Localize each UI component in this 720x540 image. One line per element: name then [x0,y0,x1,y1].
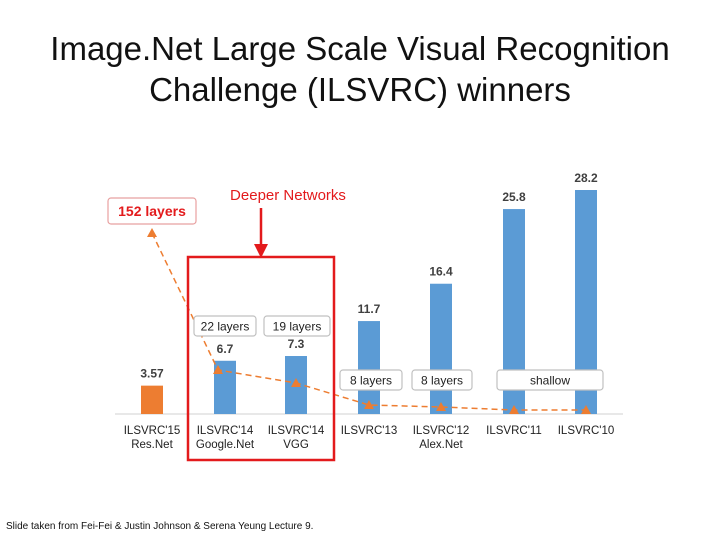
footer-credit: Slide taken from Fei-Fei & Justin Johnso… [6,521,314,532]
layer-label-box-4 [411,369,473,391]
x-tick-label-1-1: Google.Net [196,439,255,451]
layer-label-1: 22 layers [201,319,250,333]
depth-marker-0 [147,228,157,237]
x-tick-label-5-0: ILSVRC'11 [486,425,542,437]
depth-marker-6 [581,405,591,414]
bar-5 [503,209,525,414]
slide-title: Image.Net Large Scale Visual Recognition… [0,28,720,110]
layer-label-4: 8 layers [421,373,463,387]
data-label-2: 7.3 [288,337,305,351]
depth-marker-2 [291,378,301,387]
x-tick-label-3-0: ILSVRC'13 [341,425,398,437]
depth-marker-1 [213,365,223,374]
x-tick-label-4-1: Alex.Net [419,439,463,451]
x-tick-label-0-0: ILSVRC'15 [124,425,181,437]
bar-4 [430,283,452,414]
x-tick-label-1-0: ILSVRC'14 [197,425,254,437]
data-label-0: 3.57 [140,367,164,381]
layer-label-3: 8 layers [350,373,392,387]
layer-label-2: 19 layers [273,319,322,333]
depth-marker-5 [509,405,519,414]
x-tick-label-2-1: VGG [283,439,309,451]
x-tick-label-4-0: ILSVRC'12 [413,425,470,437]
data-label-5: 25.8 [502,190,526,204]
layer-label-box-1 [193,315,257,337]
x-tick-label-6-0: ILSVRC'10 [558,425,615,437]
depth-marker-4 [436,402,446,411]
data-label-6: 28.2 [574,171,598,185]
x-tick-label-2-0: ILSVRC'14 [268,425,325,437]
bar-6 [575,190,597,414]
data-label-3: 11.7 [358,302,381,316]
bar-1 [214,360,236,414]
layer-label-0: 152 layers [118,203,186,219]
slide-title-line-1: Image.Net Large Scale Visual Recognition [50,30,670,67]
slide-title-line-2: Challenge (ILSVRC) winners [149,71,571,108]
layer-label-box-3 [339,369,403,391]
annotation-deeper-networks: Deeper Networks [230,187,346,204]
layer-label-5: shallow [530,373,570,387]
data-label-4: 16.4 [429,265,453,279]
layer-label-box-2 [263,315,331,337]
bar-0 [141,385,163,414]
depth-marker-3 [364,400,374,409]
bar-3 [358,321,380,414]
layer-label-box-5 [496,369,604,391]
data-label-1: 6.7 [217,342,234,356]
layer-label-box-0 [107,197,197,225]
x-tick-label-0-1: Res.Net [131,439,173,451]
annotation-arrow-head [254,244,268,258]
